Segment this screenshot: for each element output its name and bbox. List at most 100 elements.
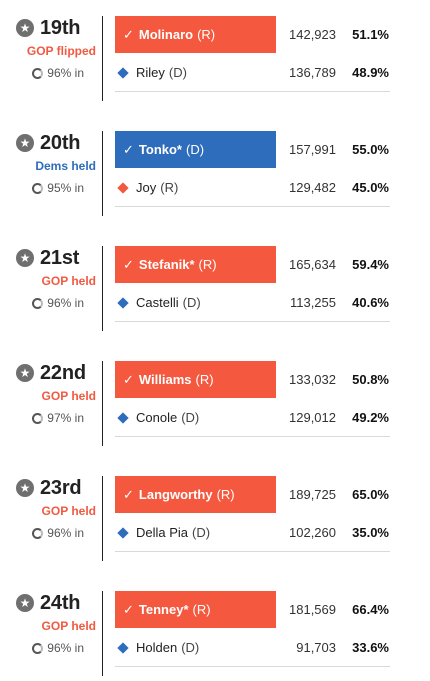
- reporting-ring-icon: [32, 527, 44, 539]
- reporting-text: 96% in: [47, 296, 84, 310]
- reporting-status: 96% in: [0, 66, 84, 80]
- winner-votes: 181,569: [289, 602, 336, 617]
- star-icon[interactable]: ★: [16, 364, 34, 382]
- winner-row: ✓ Stefanik* (R) 165,634 59.4%: [115, 246, 390, 283]
- district-card: ★ 19th GOP flipped 96% in ✓ Molinaro (R)…: [0, 16, 430, 106]
- star-icon[interactable]: ★: [16, 249, 34, 267]
- diamond-icon: [117, 526, 129, 539]
- loser-candidate: Riley (D): [115, 54, 187, 91]
- district-info: ★ 24th GOP held 96% in: [0, 591, 100, 681]
- loser-percent: 49.2%: [352, 410, 389, 425]
- loser-row: Castelli (D) 113,255 40.6%: [115, 284, 390, 322]
- district-title: ★ 23rd: [16, 476, 82, 500]
- district-card: ★ 24th GOP held 96% in ✓ Tenney* (R) 181…: [0, 591, 430, 681]
- star-icon[interactable]: ★: [16, 594, 34, 612]
- loser-votes: 129,012: [289, 410, 336, 425]
- diamond-icon: [117, 181, 129, 194]
- reporting-status: 97% in: [0, 411, 84, 425]
- loser-row: Della Pia (D) 102,260 35.0%: [115, 514, 390, 552]
- loser-percent: 35.0%: [352, 525, 389, 540]
- district-info: ★ 21st GOP held 96% in: [0, 246, 100, 336]
- loser-row: Conole (D) 129,012 49.2%: [115, 399, 390, 437]
- winner-name: Molinaro: [138, 27, 194, 42]
- divider: [102, 591, 103, 676]
- loser-party: (D): [192, 525, 211, 540]
- loser-row: Holden (D) 91,703 33.6%: [115, 629, 390, 667]
- loser-votes: 113,255: [289, 295, 336, 310]
- divider: [102, 246, 103, 331]
- check-icon: ✓: [123, 26, 134, 42]
- district-number: 19th: [40, 16, 81, 39]
- winner-votes: 142,923: [289, 27, 336, 42]
- district-title: ★ 21st: [16, 246, 79, 270]
- winner-badge: ✓ Molinaro (R): [115, 16, 276, 53]
- loser-name: Della Pia: [136, 525, 189, 540]
- star-icon[interactable]: ★: [16, 479, 34, 497]
- district-number: 24th: [40, 591, 81, 614]
- district-title: ★ 22nd: [16, 361, 86, 385]
- winner-party: (R): [198, 257, 217, 272]
- loser-row: Riley (D) 136,789 48.9%: [115, 54, 390, 92]
- winner-name: Tenney*: [138, 602, 189, 617]
- loser-name: Riley: [136, 65, 165, 80]
- winner-votes: 189,725: [289, 487, 336, 502]
- check-icon: ✓: [123, 601, 134, 617]
- loser-name: Holden: [136, 640, 178, 655]
- check-icon: ✓: [123, 486, 134, 502]
- district-number: 21st: [40, 246, 80, 269]
- reporting-ring-icon: [32, 412, 44, 424]
- star-icon[interactable]: ★: [16, 19, 34, 37]
- race-status: GOP held: [41, 274, 96, 288]
- loser-percent: 45.0%: [352, 180, 389, 195]
- loser-votes: 91,703: [296, 640, 336, 655]
- winner-party: (R): [192, 602, 211, 617]
- reporting-status: 95% in: [0, 181, 84, 195]
- loser-party: (D): [182, 295, 201, 310]
- winner-row: ✓ Tenney* (R) 181,569 66.4%: [115, 591, 390, 628]
- winner-row: ✓ Molinaro (R) 142,923 51.1%: [115, 16, 390, 53]
- winner-votes: 165,634: [289, 257, 336, 272]
- winner-badge: ✓ Langworthy (R): [115, 476, 276, 513]
- loser-candidate: Conole (D): [115, 399, 199, 436]
- loser-votes: 129,482: [289, 180, 336, 195]
- race-status: GOP held: [41, 619, 96, 633]
- winner-name: Williams: [138, 372, 192, 387]
- reporting-status: 96% in: [0, 296, 84, 310]
- diamond-icon: [117, 66, 129, 79]
- divider: [102, 361, 103, 446]
- district-card: ★ 20th Dems held 95% in ✓ Tonko* (D) 157…: [0, 131, 430, 221]
- reporting-text: 96% in: [47, 526, 84, 540]
- district-title: ★ 20th: [16, 131, 81, 155]
- loser-votes: 136,789: [289, 65, 336, 80]
- reporting-ring-icon: [32, 182, 44, 194]
- winner-percent: 66.4%: [352, 602, 389, 617]
- district-number: 23rd: [40, 476, 82, 499]
- check-icon: ✓: [123, 256, 134, 272]
- divider: [102, 16, 103, 101]
- loser-party: (D): [181, 640, 200, 655]
- loser-name: Conole: [136, 410, 178, 425]
- winner-name: Langworthy: [138, 487, 213, 502]
- divider: [102, 131, 103, 216]
- winner-party: (R): [216, 487, 235, 502]
- winner-votes: 157,991: [289, 142, 336, 157]
- winner-row: ✓ Tonko* (D) 157,991 55.0%: [115, 131, 390, 168]
- district-number: 20th: [40, 131, 81, 154]
- reporting-text: 96% in: [47, 66, 84, 80]
- divider: [102, 476, 103, 561]
- loser-votes: 102,260: [289, 525, 336, 540]
- winner-row: ✓ Langworthy (R) 189,725 65.0%: [115, 476, 390, 513]
- race-status: GOP flipped: [26, 44, 96, 58]
- district-info: ★ 20th Dems held 95% in: [0, 131, 100, 221]
- loser-row: Joy (R) 129,482 45.0%: [115, 169, 390, 207]
- winner-votes: 133,032: [289, 372, 336, 387]
- district-info: ★ 22nd GOP held 97% in: [0, 361, 100, 451]
- winner-badge: ✓ Tenney* (R): [115, 591, 276, 628]
- winner-badge: ✓ Tonko* (D): [115, 131, 276, 168]
- star-icon[interactable]: ★: [16, 134, 34, 152]
- winner-badge: ✓ Stefanik* (R): [115, 246, 276, 283]
- winner-percent: 65.0%: [352, 487, 389, 502]
- winner-party: (R): [197, 27, 216, 42]
- winner-percent: 51.1%: [352, 27, 389, 42]
- loser-name: Joy: [136, 180, 157, 195]
